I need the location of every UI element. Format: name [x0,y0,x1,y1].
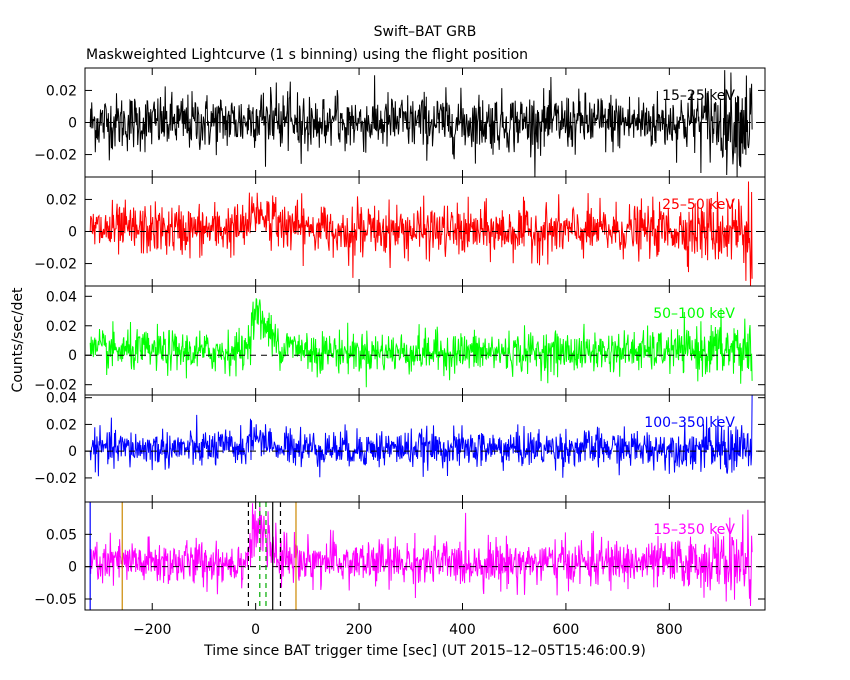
y-tick-label: −0.02 [34,378,77,394]
y-tick-label: 0.02 [46,192,77,208]
band-label: 50–100 keV [653,306,735,322]
band-label: 15–25 keV [662,88,735,104]
y-tick-label: −0.02 [34,471,77,487]
x-tick-label: 400 [449,622,476,638]
y-tick-label: 0.04 [46,391,77,407]
series-line-3 [89,298,753,388]
y-tick-label: 0.04 [46,289,77,305]
series-line-2 [89,181,753,287]
series-line-5 [89,503,753,607]
band-label: 15–350 keV [653,522,735,538]
panel-2: −0.02 0 0.02 25–50 keV [34,176,766,287]
x-tick-label: 200 [346,622,373,638]
y-tick-label: 0.02 [46,417,77,433]
x-tick-label: 0 [251,622,260,638]
panel-3: −0.02 0 0.02 0.04 50–100 keV [34,285,766,396]
panel-5: −0.05 0 0.05 15–350 keV [34,501,766,611]
x-tick-label: 800 [656,622,683,638]
panel-4: −0.02 0 0.02 0.04 100–350 keV [34,391,766,503]
x-tick-label: 600 [553,622,580,638]
band-label: 25–50 keV [662,197,735,213]
series-line-4 [89,394,753,478]
y-tick-label: 0.05 [46,527,77,543]
y-tick-label: 0 [68,116,77,132]
y-tick-label: −0.05 [34,592,77,608]
panel-frame-5 [84,501,766,611]
y-tick-label: 0 [68,225,77,241]
band-label: 100–350 keV [644,415,735,431]
panel-1: −0.02 0 0.02 15–25 keV [34,67,766,178]
y-tick-label: −0.02 [34,257,77,273]
y-axis-label: Counts/sec/det [10,287,26,392]
chart-title: Swift–BAT GRB [374,24,477,40]
y-tick-label: 0 [68,560,77,576]
chart-subtitle: Maskweighted Lightcurve (1 s binning) us… [86,47,528,63]
series-line-1 [89,70,753,178]
x-axis-label: Time since BAT trigger time [sec] (UT 20… [203,643,646,659]
y-tick-label: 0.02 [46,319,77,335]
y-tick-label: 0 [68,444,77,460]
y-tick-label: 0.02 [46,83,77,99]
x-tick-label: −200 [133,622,171,638]
y-tick-label: −0.02 [34,148,77,164]
y-tick-label: 0 [68,348,77,364]
